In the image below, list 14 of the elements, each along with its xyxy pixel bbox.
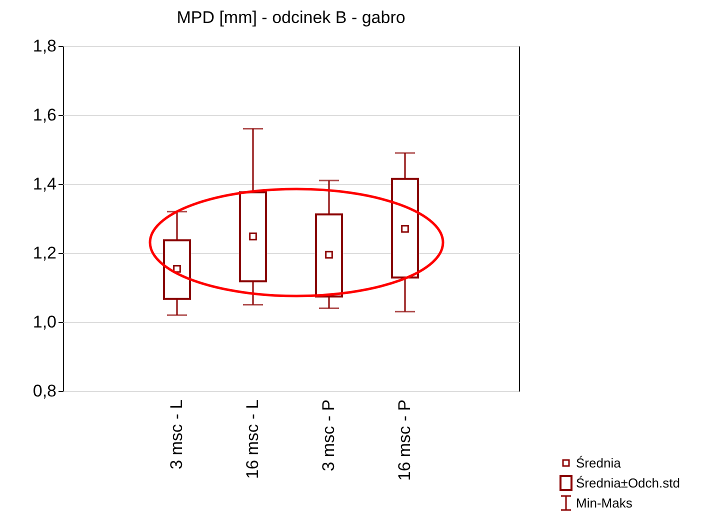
text: Średnia±Odch.std	[576, 476, 680, 490]
x-tick-label: 16 msc - P	[395, 400, 414, 481]
y-tick-label: 1,6	[32, 106, 56, 124]
chart-title: MPD [mm] - odcinek B - gabro	[176, 8, 406, 27]
text: Min-Maks	[576, 496, 633, 510]
y-tick-label: 1,2	[32, 244, 56, 262]
y-tick-label: 1,0	[32, 312, 56, 332]
x-tick-label: 3 msc - P	[319, 400, 338, 472]
y-tick-label: 1,8	[32, 36, 56, 56]
x-tick-label: 16 msc - L	[243, 400, 262, 479]
y-tick-label: 1,4	[32, 174, 56, 194]
y-tick-label: 0,8	[32, 382, 56, 400]
x-tick-label: 3 msc - L	[167, 400, 186, 470]
text: Średnia	[576, 456, 622, 470]
